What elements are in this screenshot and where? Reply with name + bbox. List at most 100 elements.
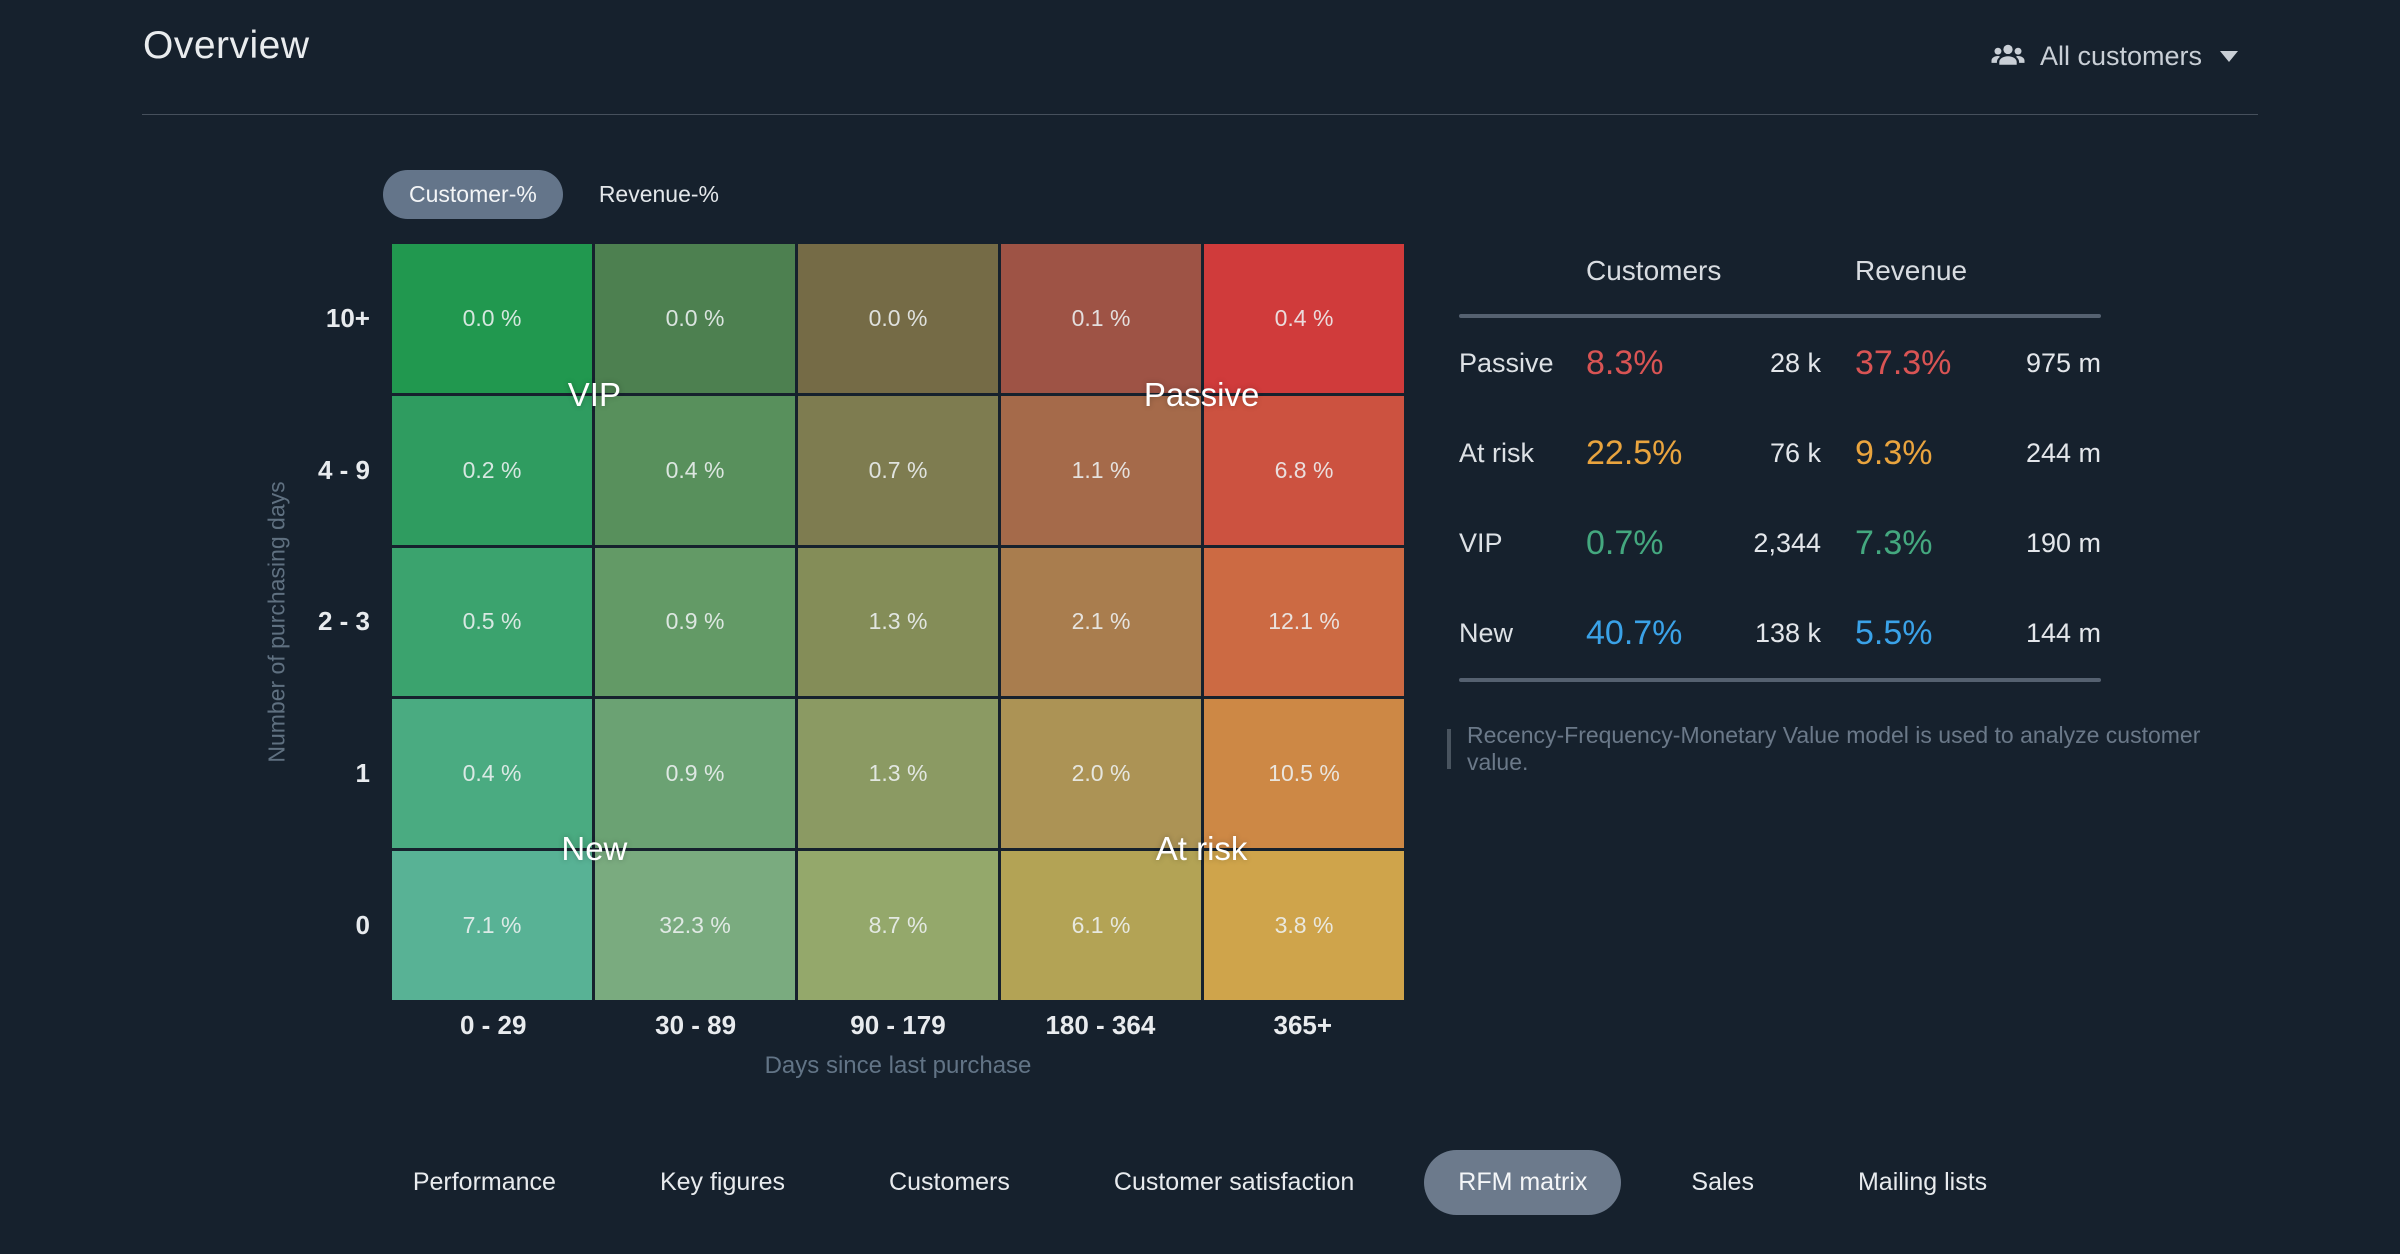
table-top-rule xyxy=(1459,314,2101,318)
heatmap-cell-r0-c0[interactable]: 0.0 % xyxy=(392,244,592,393)
revenue-percent: 7.3% xyxy=(1855,523,1933,562)
customers-percent: 8.3% xyxy=(1586,343,1664,382)
rfm-summary-table: Customers Revenue Passive 8.3% 28 k 37.3% 97… xyxy=(1459,244,2101,682)
heatmap-cell-r2-c0[interactable]: 0.5 % xyxy=(392,547,592,697)
heatmap-cell-r4-c4[interactable]: 3.8 % xyxy=(1204,851,1404,1000)
customers-count: 2,344 xyxy=(1753,527,1821,558)
cell-value: 0.0 % xyxy=(462,304,522,331)
revenue-value: 144 m xyxy=(2025,617,2101,648)
customer-filter-dropdown[interactable]: All customers xyxy=(1990,38,2238,74)
cell-value: 0.7 % xyxy=(868,456,928,483)
note-text: Recency-Frequency-Monetary Value model i… xyxy=(1467,722,2201,775)
cell-value: 1.1 % xyxy=(1071,456,1131,483)
cell-value: 0.5 % xyxy=(462,608,522,635)
heatmap-cell-r0-c3[interactable]: 0.1 % xyxy=(1001,244,1201,393)
heatmap-cell-r1-c4[interactable]: 6.8 % xyxy=(1204,395,1404,545)
heatmap-cell-r1-c0[interactable]: 0.2 % xyxy=(392,395,592,545)
heatmap-cell-r1-c2[interactable]: 0.7 % xyxy=(798,395,998,545)
revenue-value: 190 m xyxy=(2025,527,2101,558)
heatmap-cell-r3-c0[interactable]: 0.4 % xyxy=(392,699,592,849)
heatmap-cell-r2-c4[interactable]: 12.1 % xyxy=(1204,547,1404,697)
cell-value: 0.0 % xyxy=(665,304,725,331)
segment-name: At risk xyxy=(1459,437,1535,468)
tab-customers[interactable]: Customers xyxy=(889,1168,1010,1196)
note-accent-bar xyxy=(1447,729,1451,769)
cell-value: 8.7 % xyxy=(868,912,928,939)
heatmap-cell-r2-c1[interactable]: 0.9 % xyxy=(595,547,795,697)
chevron-down-icon xyxy=(2220,50,2238,62)
toggle-revenue-[interactable]: Revenue-% xyxy=(598,181,719,207)
cell-value: 12.1 % xyxy=(1268,608,1340,635)
summary-row-new: New 40.7% 138 k 5.5% 144 m xyxy=(1459,588,2101,678)
cell-value: 0.4 % xyxy=(665,456,725,483)
cell-value: 1.3 % xyxy=(868,608,928,635)
cell-value: 2.0 % xyxy=(1071,760,1131,787)
revenue-percent: 9.3% xyxy=(1855,433,1933,472)
customers-percent: 0.7% xyxy=(1586,523,1664,562)
cell-value: 0.9 % xyxy=(665,760,725,787)
rfm-heatmap: 0.0 % 0.0 % 0.0 % 0.1 % 0.4 % 0.2 % 0.4 % 0.7 %… xyxy=(392,244,1404,1000)
metric-toggle: Customer-% Revenue-% xyxy=(383,170,745,219)
cell-value: 0.1 % xyxy=(1071,304,1131,331)
tab-performance[interactable]: Performance xyxy=(412,1168,556,1196)
header-divider xyxy=(142,114,2258,115)
revenue-value: 975 m xyxy=(2025,347,2101,378)
tab-rfm-matrix[interactable]: RFM matrix xyxy=(1424,1150,1622,1215)
heatmap-cell-r0-c4[interactable]: 0.4 % xyxy=(1204,244,1404,393)
heatmap-cell-r4-c1[interactable]: 32.3 % xyxy=(595,851,795,1000)
heatmap-cell-r0-c2[interactable]: 0.0 % xyxy=(798,244,998,393)
summary-row-at-risk: At risk 22.5% 76 k 9.3% 244 m xyxy=(1459,408,2101,498)
cell-value: 0.4 % xyxy=(462,760,522,787)
x-tick-4: 365+ xyxy=(1273,1010,1333,1040)
y-tick-0: 10+ xyxy=(325,302,370,333)
segment-name: New xyxy=(1459,617,1514,648)
heatmap-cell-r3-c1[interactable]: 0.9 % xyxy=(595,699,795,849)
x-axis-title: Days since last purchase xyxy=(764,1052,1032,1079)
cell-value: 10.5 % xyxy=(1268,760,1340,787)
people-group-icon xyxy=(1991,44,2025,65)
heatmap-cell-r3-c2[interactable]: 1.3 % xyxy=(798,699,998,849)
table-bottom-rule xyxy=(1459,678,2101,682)
heatmap-cell-r1-c3[interactable]: 1.1 % xyxy=(1001,395,1201,545)
cell-value: 0.9 % xyxy=(665,608,725,635)
x-tick-1: 30 - 89 xyxy=(655,1010,737,1040)
revenue-percent: 37.3% xyxy=(1855,343,1952,382)
rfm-model-note: Recency-Frequency-Monetary Value model i… xyxy=(1447,722,2257,776)
revenue-value: 244 m xyxy=(2025,437,2101,468)
customers-count: 28 k xyxy=(1769,347,1821,378)
x-tick-2: 90 - 179 xyxy=(850,1010,946,1040)
cell-value: 3.8 % xyxy=(1274,912,1334,939)
cell-value: 6.1 % xyxy=(1071,912,1131,939)
cell-value: 0.2 % xyxy=(462,456,522,483)
tab-sales[interactable]: Sales xyxy=(1691,1168,1754,1196)
cell-value: 6.8 % xyxy=(1274,456,1334,483)
customers-count: 138 k xyxy=(1754,617,1821,648)
heatmap-cell-r3-c4[interactable]: 10.5 % xyxy=(1204,699,1404,849)
summary-table-header: Customers Revenue xyxy=(1459,244,2101,298)
heatmap-cell-r4-c2[interactable]: 8.7 % xyxy=(798,851,998,1000)
tab-customer-satisfaction[interactable]: Customer satisfaction xyxy=(1113,1168,1355,1196)
tab-key-figures[interactable]: Key figures xyxy=(659,1168,786,1196)
revenue-percent: 5.5% xyxy=(1855,613,1933,652)
heatmap-cell-r4-c3[interactable]: 6.1 % xyxy=(1001,851,1201,1000)
page-title: Overview xyxy=(143,24,310,67)
heatmap-cell-r4-c0[interactable]: 7.1 % xyxy=(392,851,592,1000)
customer-filter-label: All customers xyxy=(2039,40,2202,71)
cell-value: 0.0 % xyxy=(868,304,928,331)
tab-mailing-lists[interactable]: Mailing lists xyxy=(1857,1168,1988,1196)
heatmap-cell-r3-c3[interactable]: 2.0 % xyxy=(1001,699,1201,849)
toggle-customer-[interactable]: Customer-% xyxy=(383,170,563,219)
heatmap-cell-r0-c1[interactable]: 0.0 % xyxy=(595,244,795,393)
heatmap-cell-r1-c1[interactable]: 0.4 % xyxy=(595,395,795,545)
customers-column-header: Customers xyxy=(1586,255,1722,286)
segment-name: Passive xyxy=(1459,347,1554,378)
cell-value: 1.3 % xyxy=(868,760,928,787)
y-tick-3: 1 xyxy=(355,758,370,789)
customers-percent: 22.5% xyxy=(1586,433,1683,472)
heatmap-cell-r2-c2[interactable]: 1.3 % xyxy=(798,547,998,697)
y-tick-1: 4 - 9 xyxy=(317,454,370,485)
customers-count: 76 k xyxy=(1769,437,1821,468)
customers-percent: 40.7% xyxy=(1586,613,1683,652)
heatmap-cell-r2-c3[interactable]: 2.1 % xyxy=(1001,547,1201,697)
y-tick-4: 0 xyxy=(355,910,370,941)
